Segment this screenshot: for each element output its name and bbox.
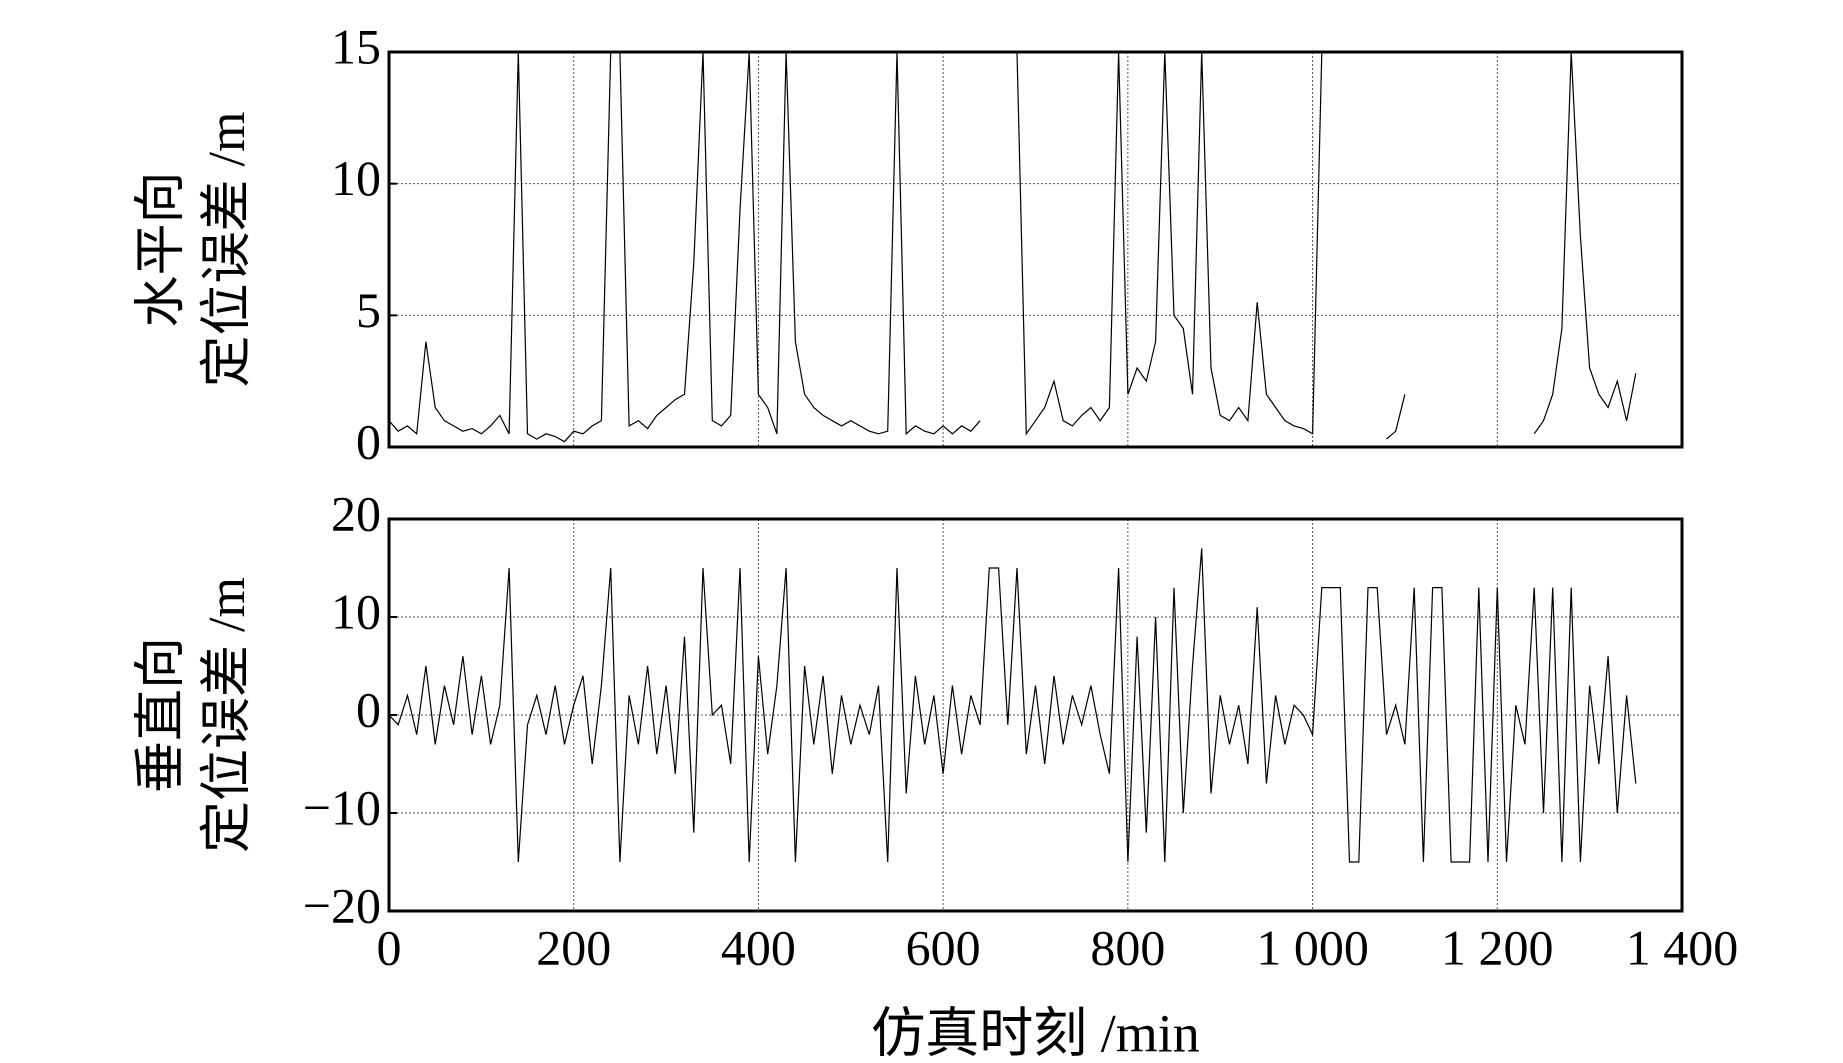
y-tick-label: 10 (331, 583, 381, 639)
y-tick-label: 0 (356, 413, 381, 469)
y-axis-label: 水平向 (133, 171, 190, 327)
plot-frame (387, 50, 1684, 449)
data-line (388, 51, 1637, 443)
x-tick-label: 0 (377, 919, 402, 975)
y-axis-label: 垂直向 (133, 637, 190, 793)
y-tick-label: 0 (356, 681, 381, 737)
x-tick-label: 400 (721, 919, 796, 975)
y-tick-label: −10 (303, 779, 381, 835)
y-tick-label: 10 (331, 150, 381, 206)
y-tick-label: 15 (331, 18, 381, 74)
plot-frame (387, 517, 1684, 913)
x-axis-label: 仿真时刻 /min (871, 1003, 1200, 1063)
x-tick-label: 800 (1090, 919, 1165, 975)
x-tick-label: 1 000 (1256, 919, 1369, 975)
x-tick-label: 200 (536, 919, 611, 975)
y-tick-label: 5 (356, 282, 381, 338)
y-tick-label: −20 (303, 877, 381, 933)
x-tick-label: 600 (906, 919, 981, 975)
x-tick-label: 1 200 (1441, 919, 1554, 975)
y-axis-label: 定位误差 /m (199, 112, 256, 388)
y-tick-label: 20 (331, 485, 381, 541)
y-axis-label: 定位误差 /m (199, 577, 256, 853)
x-tick-label: 1 400 (1626, 919, 1739, 975)
data-line (388, 548, 1637, 863)
subplot: 0 5 10 15 水平向 定位误差 /m (133, 18, 1684, 469)
